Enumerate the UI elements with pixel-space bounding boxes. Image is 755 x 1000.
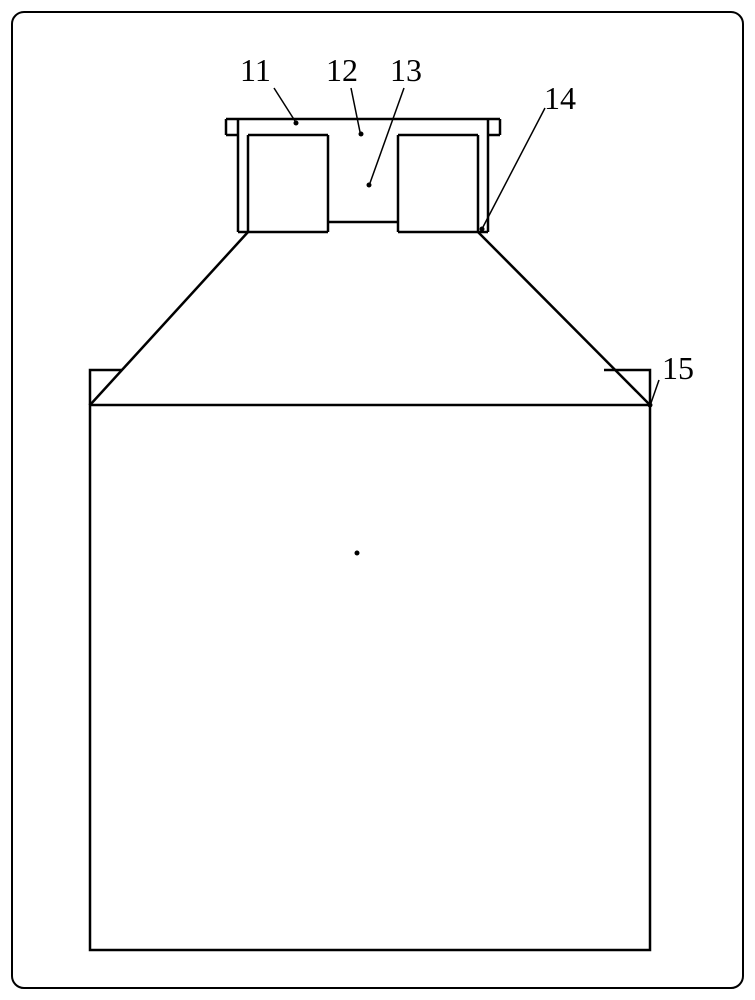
label-13: 13 xyxy=(390,52,422,89)
label-11: 11 xyxy=(240,52,271,89)
callout-line-11 xyxy=(274,88,295,121)
callout-dot-13 xyxy=(367,183,372,188)
callout-dot-11 xyxy=(294,121,299,126)
callout-line-15 xyxy=(651,380,659,403)
callout-line-12 xyxy=(351,88,360,132)
shoulder-left xyxy=(90,232,248,405)
vessel-body xyxy=(90,405,650,950)
shoulder-right xyxy=(478,232,650,405)
label-12: 12 xyxy=(326,52,358,89)
callout-line-14 xyxy=(483,108,545,227)
diagram-container: 11 12 13 14 15 xyxy=(0,0,755,1000)
technical-diagram xyxy=(0,0,755,1000)
callout-dot-12 xyxy=(359,132,364,137)
label-15: 15 xyxy=(662,350,694,387)
callout-dot-14 xyxy=(480,227,485,232)
callout-dot-15 xyxy=(648,403,653,408)
label-14: 14 xyxy=(544,80,576,117)
outer-frame xyxy=(12,12,743,988)
body-dot xyxy=(355,551,360,556)
